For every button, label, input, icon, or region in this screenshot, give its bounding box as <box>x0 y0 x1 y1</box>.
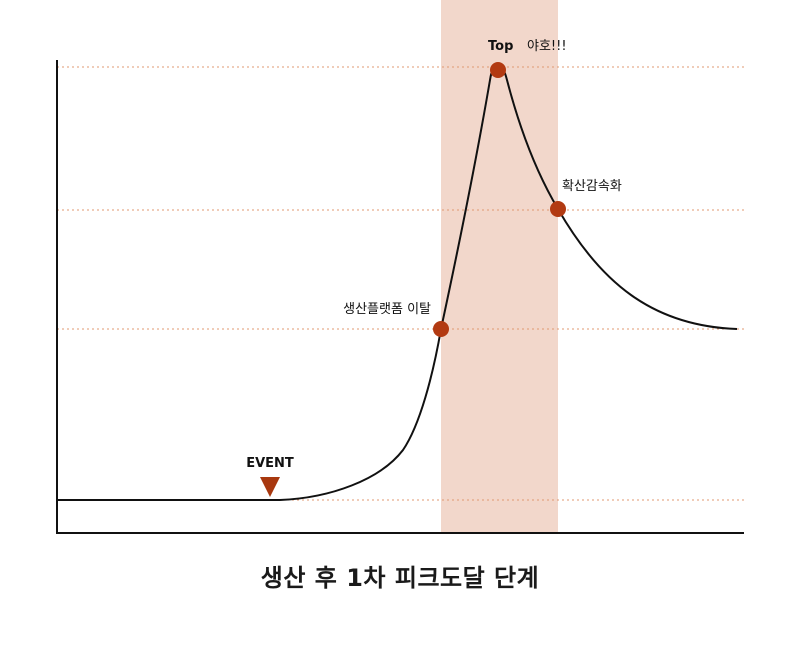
platform-exit-point <box>433 321 449 337</box>
top-point <box>490 62 506 78</box>
event-marker-icon <box>260 477 280 497</box>
diffusion-slowdown-label: 확산감속화 <box>562 179 622 194</box>
top-label: Top <box>488 39 513 54</box>
adoption-curve <box>57 64 738 501</box>
event-label: EVENT <box>246 456 294 471</box>
platform-exit-label: 생산플랫폼 이탈 <box>343 302 431 317</box>
diagram-caption: 생산 후 1차 피크도달 단계 <box>260 564 540 592</box>
diffusion-slowdown-point <box>550 201 566 217</box>
top-note-label: 야호!!! <box>527 39 567 54</box>
guide-lines <box>57 66 744 501</box>
peak-band <box>441 0 558 533</box>
